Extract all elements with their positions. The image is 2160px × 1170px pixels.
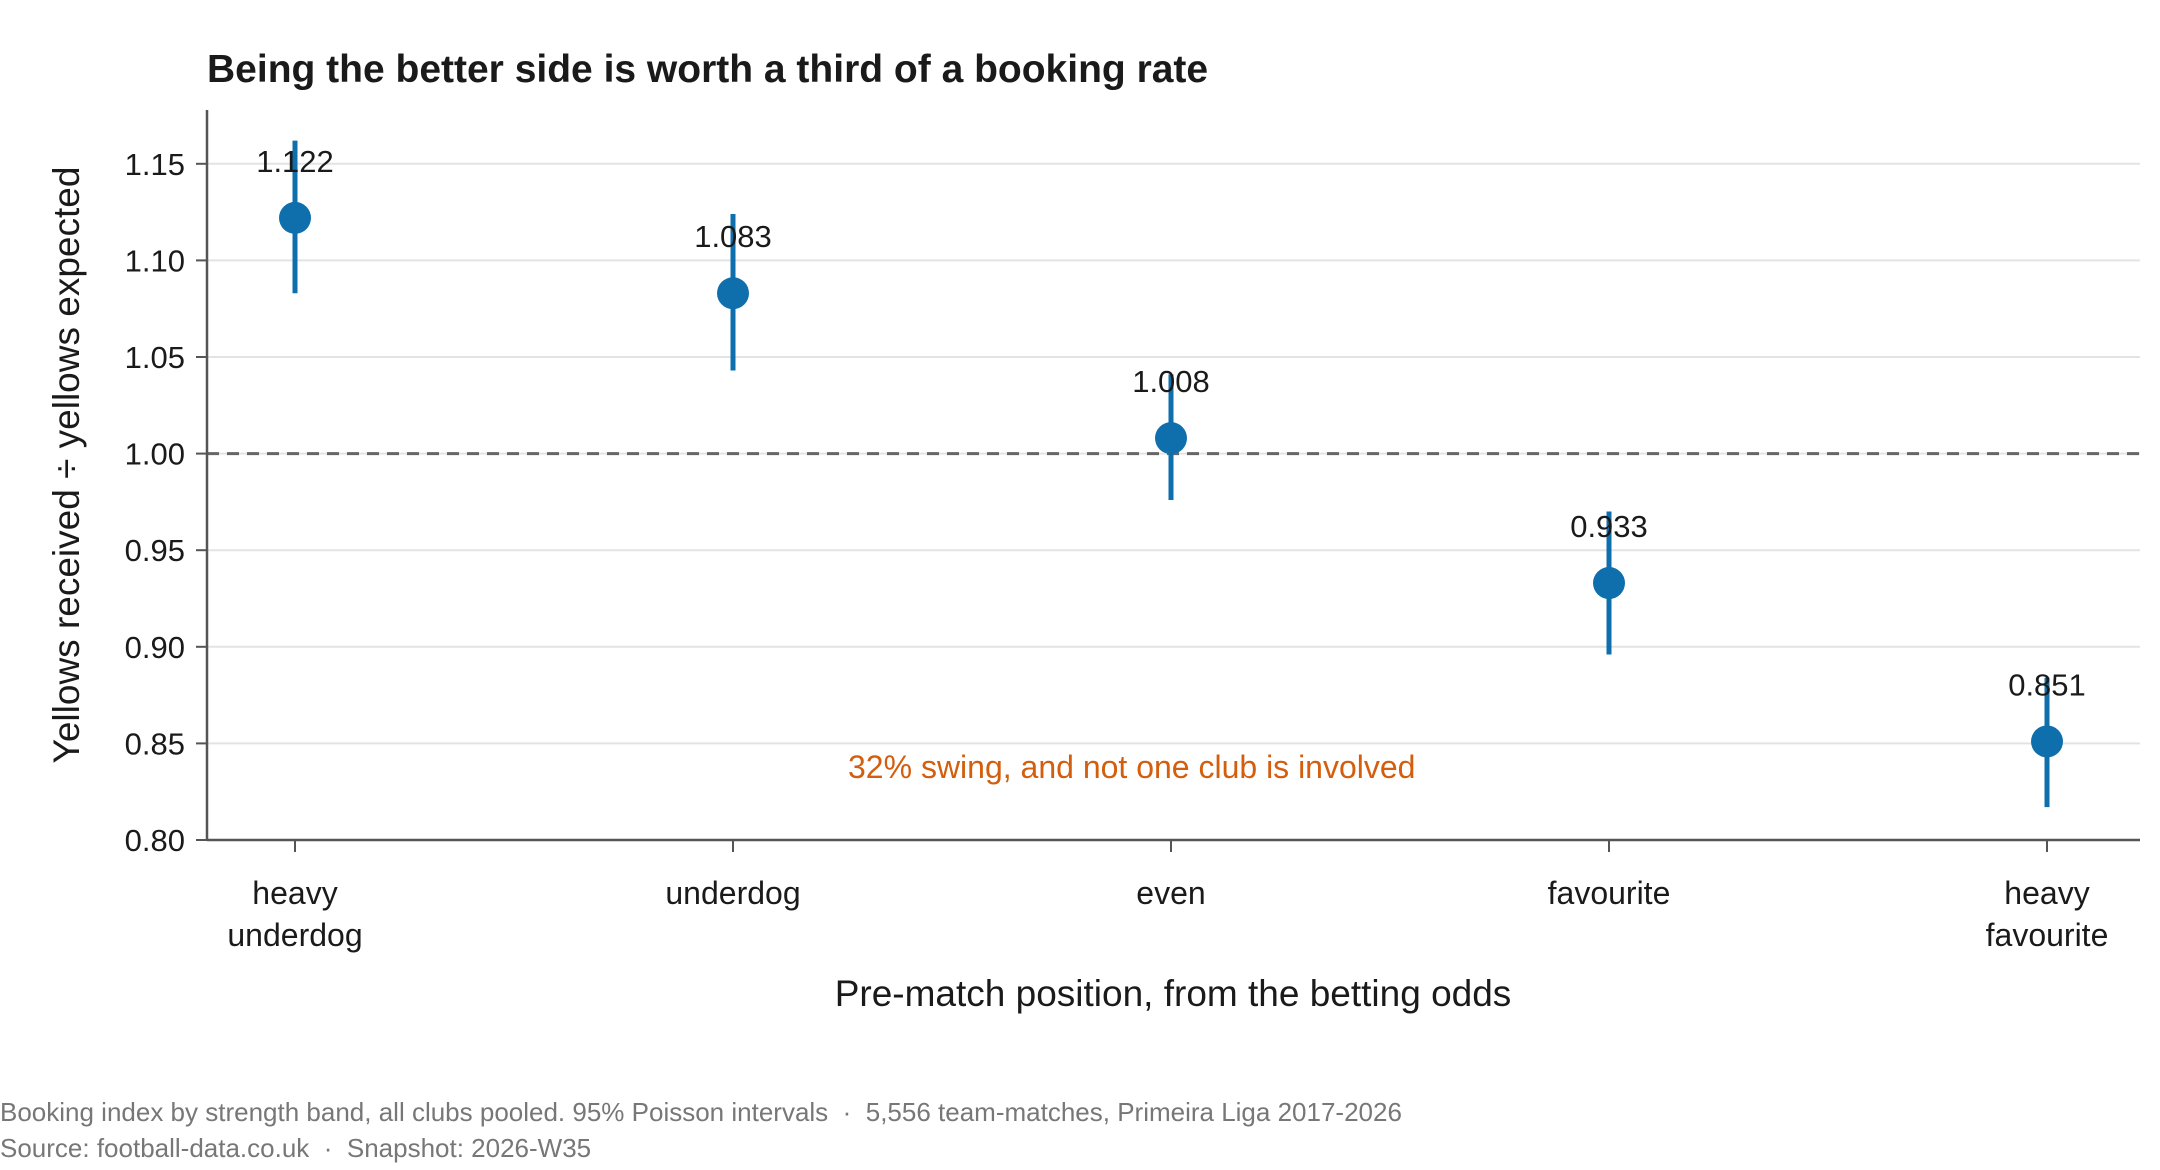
x-axis-ticks: heavy underdog underdog even favourite heavy f… <box>227 840 2108 953</box>
data-point <box>1155 422 1187 455</box>
chart-title: Being the better side is worth a third o… <box>207 48 1208 91</box>
data-label: 1.122 <box>256 144 334 179</box>
data-label: 1.008 <box>1132 364 1210 399</box>
y-axis-ticks: 0.80 0.85 0.90 0.95 1.00 1.05 1.10 1.15 <box>125 147 207 858</box>
footer-note: Booking index by strength band, all club… <box>0 1097 1402 1127</box>
y-axis-title: Yellows received ÷ yellows expected <box>46 167 87 764</box>
y-tick-label: 1.00 <box>125 437 185 472</box>
x-tick-label: heavy favourite <box>1986 875 2109 953</box>
data-point <box>1593 567 1625 600</box>
data-points: 1.122 1.083 1.008 0.933 0.851 <box>256 140 2086 808</box>
x-tick-label: favourite <box>1548 875 1671 911</box>
y-tick-label: 0.85 <box>125 726 185 761</box>
annotation: 32% swing, and not one club is involved <box>848 749 1415 785</box>
x-tick-label: even <box>1136 875 1205 911</box>
data-label: 1.083 <box>694 219 772 254</box>
data-label: 0.933 <box>1570 509 1648 544</box>
x-tick-label: underdog <box>665 875 800 911</box>
data-point <box>279 201 311 234</box>
y-tick-label: 0.90 <box>125 630 185 665</box>
axes <box>205 110 2140 842</box>
y-tick-label: 1.15 <box>125 147 185 182</box>
data-point <box>717 277 749 310</box>
y-tick-label: 1.10 <box>125 243 185 278</box>
data-point <box>2031 725 2063 758</box>
data-label: 0.851 <box>2008 667 2086 702</box>
x-tick-label: heavy underdog <box>227 875 362 953</box>
x-axis-title: Pre-match position, from the betting odd… <box>835 973 1512 1014</box>
y-tick-label: 0.95 <box>125 533 185 568</box>
footer-source: Source: football-data.co.uk · Snapshot: … <box>0 1133 591 1163</box>
y-tick-label: 1.05 <box>125 340 185 375</box>
y-tick-label: 0.80 <box>125 823 185 858</box>
